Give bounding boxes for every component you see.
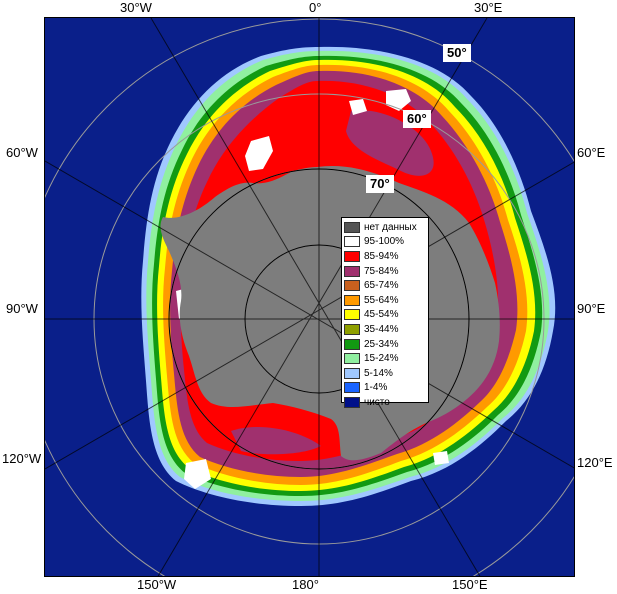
legend-swatch (344, 236, 360, 248)
legend-item-no-data: нет данных (344, 220, 426, 235)
sea-ice-map (45, 18, 574, 576)
legend-label: 45-54% (364, 309, 399, 321)
lat-label-60: 60° (403, 110, 431, 128)
legend-item-5-14: 5-14% (344, 366, 426, 381)
legend-item-25-34: 25-34% (344, 337, 426, 352)
lon-label-0: 0° (309, 0, 322, 15)
legend-swatch (344, 309, 360, 321)
legend: нет данных 95-100% 85-94% 75-84% 65-74% … (341, 217, 429, 408)
lon-label-120w: 120°W (2, 451, 42, 466)
patch-95-100-b (386, 89, 411, 111)
legend-label: 15-24% (364, 353, 399, 365)
legend-label: нет данных (364, 221, 417, 233)
legend-label: 95-100% (364, 236, 405, 248)
legend-swatch (344, 280, 360, 292)
lon-label-120e: 120°E (577, 455, 613, 470)
legend-swatch (344, 221, 360, 233)
lon-label-90w: 90°W (6, 301, 38, 316)
meridian-60e-120w (45, 161, 574, 470)
lat-label-50: 50° (443, 44, 471, 62)
patch-75-84-c (231, 426, 321, 455)
lon-label-60e: 60°E (577, 145, 606, 160)
patch-95-100-g (433, 451, 449, 465)
meridians (45, 18, 574, 576)
lon-label-30w: 30°W (120, 0, 152, 15)
legend-item-85-94: 85-94% (344, 249, 426, 264)
legend-label: 5-14% (364, 367, 393, 379)
lon-label-150e: 150°E (452, 577, 488, 592)
legend-item-1-4: 1-4% (344, 381, 426, 396)
map-frame (44, 17, 575, 577)
patch-95-100-f (349, 99, 367, 115)
legend-label: чисто (364, 396, 390, 408)
lon-label-90e: 90°E (577, 301, 606, 316)
legend-item-95-100: 95-100% (344, 235, 426, 250)
legend-item-45-54: 45-54% (344, 308, 426, 323)
legend-item-35-44: 35-44% (344, 322, 426, 337)
legend-swatch (344, 265, 360, 277)
lon-label-60w: 60°W (6, 145, 38, 160)
legend-label: 1-4% (364, 382, 388, 394)
meridian-30w-150e (150, 18, 481, 576)
lon-label-180: 180° (292, 577, 319, 592)
legend-swatch (344, 367, 360, 379)
patch-75-84-a (346, 110, 434, 176)
legend-swatch (344, 396, 360, 408)
legend-item-clear: чисто (344, 395, 426, 410)
meridian-30e-150w (157, 18, 488, 576)
legend-swatch (344, 250, 360, 262)
legend-label: 25-34% (364, 338, 399, 350)
legend-swatch (344, 353, 360, 365)
legend-label: 85-94% (364, 250, 399, 262)
legend-swatch (344, 338, 360, 350)
legend-swatch (344, 294, 360, 306)
legend-item-65-74: 65-74% (344, 278, 426, 293)
legend-item-75-84: 75-84% (344, 264, 426, 279)
lat-label-70: 70° (366, 175, 394, 193)
legend-swatch (344, 382, 360, 394)
patch-95-100-a (245, 136, 273, 171)
legend-swatch (344, 323, 360, 335)
legend-label: 35-44% (364, 323, 399, 335)
lon-label-150w: 150°W (137, 577, 177, 592)
legend-label: 55-64% (364, 294, 399, 306)
legend-label: 75-84% (364, 265, 399, 277)
legend-item-15-24: 15-24% (344, 351, 426, 366)
lon-label-30e: 30°E (474, 0, 503, 15)
legend-item-55-64: 55-64% (344, 293, 426, 308)
patch-95-100-e (184, 459, 211, 489)
legend-label: 65-74% (364, 280, 399, 292)
